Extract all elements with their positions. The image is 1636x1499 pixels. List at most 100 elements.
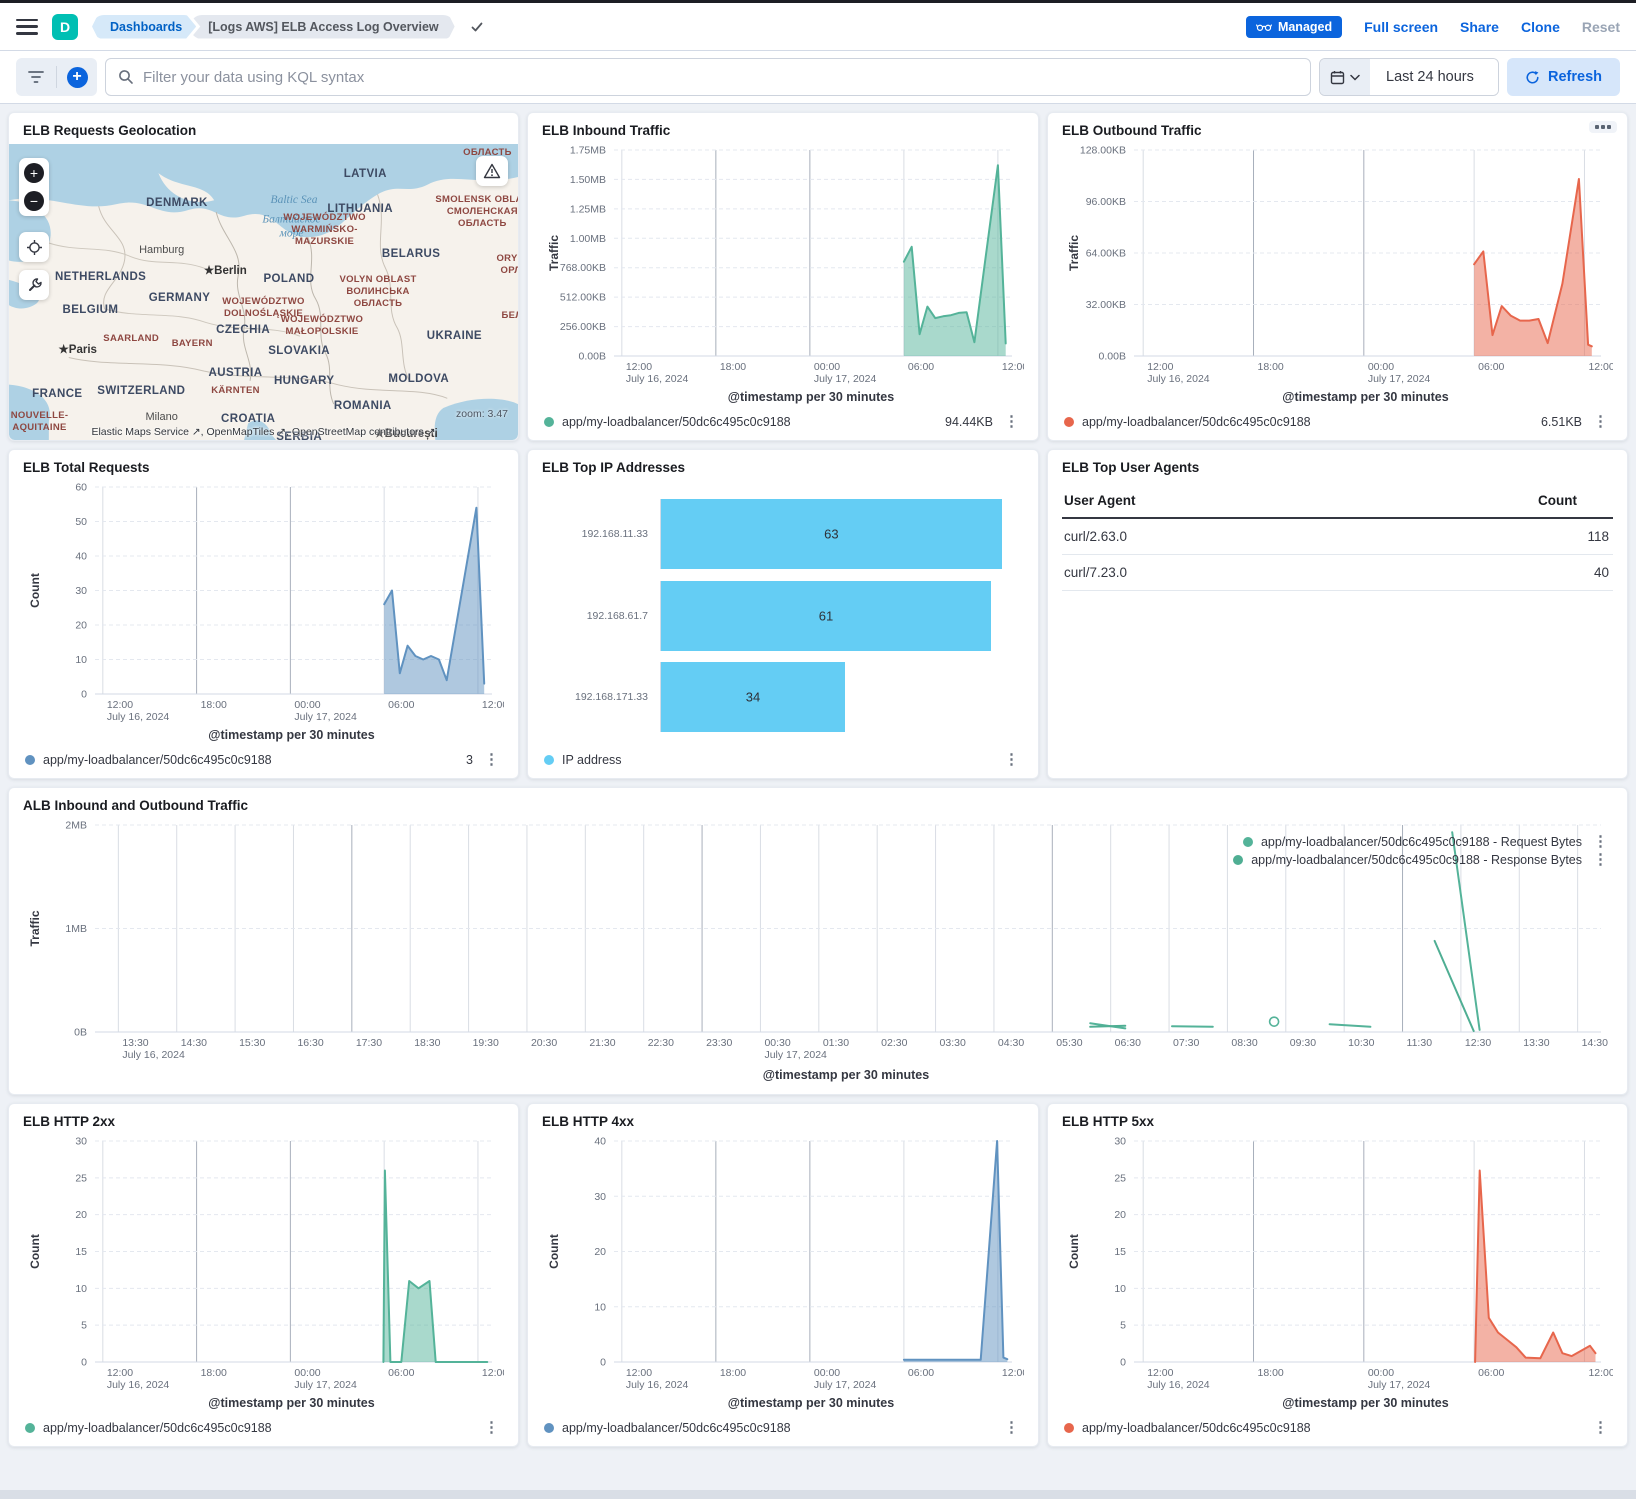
panel-title: ELB Inbound Traffic <box>542 123 671 138</box>
bar[interactable]: 61 <box>661 580 991 651</box>
add-filter-button[interactable]: + <box>57 58 97 96</box>
legend-series-label[interactable]: app/my-loadbalancer/50dc6c495c0c9188 <box>562 414 791 429</box>
legend-series-label[interactable]: IP address <box>562 752 622 767</box>
legend-options-icon[interactable]: ⋮ <box>484 1419 499 1436</box>
breadcrumb-current-page[interactable]: [Logs AWS] ELB Access Log Overview <box>190 15 454 39</box>
panel-title: ELB Total Requests <box>23 460 150 475</box>
clone-button[interactable]: Clone <box>1520 18 1560 35</box>
outbound-plot-area: 12:00 July 16, 2024 18:00 00:00 July 17, 202… <box>1062 142 1615 390</box>
legend-entry: app/my-loadbalancer/50dc6c495c0c9188 - R… <box>1233 852 1611 867</box>
panel-elb-outbound-traffic: ELB Outbound Traffic 12:00 July 16, 2024 18… <box>1047 112 1628 441</box>
svg-text:July 17, 2024: July 17, 2024 <box>1368 373 1431 385</box>
managed-badge[interactable]: Managed <box>1245 15 1343 38</box>
query-toolbar: + Last 24 hours Refresh <box>0 51 1636 104</box>
svg-text:0.00B: 0.00B <box>579 351 606 363</box>
share-button[interactable]: Share <box>1460 18 1499 35</box>
svg-text:22:30: 22:30 <box>648 1037 674 1049</box>
reset-button[interactable]: Reset <box>1581 18 1620 35</box>
legend-options-icon[interactable]: ⋮ <box>1004 1419 1019 1436</box>
svg-text:06:30: 06:30 <box>1115 1037 1141 1049</box>
svg-text:July 17, 2024: July 17, 2024 <box>294 711 357 723</box>
map-attribution[interactable]: Elastic Maps Service ↗, OpenMapTiles ↗, … <box>91 426 436 438</box>
crosshair-icon <box>26 239 42 255</box>
zoom-out-button[interactable]: − <box>24 191 44 211</box>
legend-options-icon[interactable]: ⋮ <box>1593 833 1608 850</box>
map-warning-button[interactable] <box>476 156 508 186</box>
legend-series-label[interactable]: app/my-loadbalancer/50dc6c495c0c9188 - R… <box>1251 852 1582 867</box>
kql-search-input[interactable] <box>143 68 1298 86</box>
http2xx-plot-area: 12:00 July 16, 2024 18:00 00:00 July 17, 202… <box>23 1133 508 1396</box>
svg-text:512.00KB: 512.00KB <box>560 292 606 304</box>
filter-button[interactable] <box>16 58 56 96</box>
svg-text:13:30: 13:30 <box>122 1037 148 1049</box>
legend-series-label[interactable]: app/my-loadbalancer/50dc6c495c0c9188 <box>43 752 272 767</box>
panel-alb-inbound-outbound-traffic: ALB Inbound and Outbound Traffic 13:30 Jul… <box>8 787 1628 1095</box>
svg-text:July 17, 2024: July 17, 2024 <box>814 1379 877 1391</box>
svg-text:1.50MB: 1.50MB <box>570 174 606 186</box>
column-header-user-agent[interactable]: User Agent <box>1062 485 1346 519</box>
legend-series-label[interactable]: app/my-loadbalancer/50dc6c495c0c9188 <box>1082 414 1311 429</box>
svg-text:18:00: 18:00 <box>201 699 227 711</box>
deployment-logo[interactable]: D <box>52 13 78 40</box>
full-screen-button[interactable]: Full screen <box>1364 18 1439 35</box>
saved-check-icon[interactable] <box>469 19 485 35</box>
column-header-count[interactable]: Count <box>1345 485 1613 519</box>
bar[interactable]: 63 <box>661 498 1002 569</box>
legend-options-icon[interactable]: ⋮ <box>484 751 499 768</box>
svg-text:12:00: 12:00 <box>482 699 504 711</box>
legend-options-icon[interactable]: ⋮ <box>1593 1419 1608 1436</box>
panel-title: ELB Top User Agents <box>1062 460 1200 475</box>
svg-text:Traffic: Traffic <box>28 910 42 946</box>
panel-elb-inbound-traffic: ELB Inbound Traffic 12:00 July 16, 2024 18:… <box>527 112 1039 441</box>
legend-current-value: 94.44KB <box>945 414 993 429</box>
zoom-in-button[interactable]: + <box>24 163 44 183</box>
svg-text:20: 20 <box>1114 1209 1126 1221</box>
x-axis-title: @timestamp per 30 minutes <box>208 1396 375 1410</box>
panel-elb-http-5xx: ELB HTTP 5xx 12:00 July 16, 2024 18:00 00:00… <box>1047 1103 1628 1447</box>
legend-series-label[interactable]: app/my-loadbalancer/50dc6c495c0c9188 <box>1082 1420 1311 1435</box>
svg-text:July 17, 2024: July 17, 2024 <box>764 1049 827 1061</box>
svg-text:18:00: 18:00 <box>1258 361 1284 373</box>
svg-text:12:00: 12:00 <box>1588 361 1613 373</box>
legend-options-icon[interactable]: ⋮ <box>1004 413 1019 430</box>
panel-elb-top-user-agents: ELB Top User Agents User Agent Count cur… <box>1047 449 1628 779</box>
svg-text:30: 30 <box>1114 1136 1126 1148</box>
kql-search-bar[interactable] <box>105 58 1311 96</box>
user-agent-cell: curl/7.23.0 <box>1062 554 1346 591</box>
geo-map[interactable]: ОБЛАСТЬ LATVIA Baltic Sea Балтийское море DE… <box>9 144 518 440</box>
refresh-button[interactable]: Refresh <box>1507 58 1620 96</box>
calendar-button[interactable] <box>1320 59 1370 95</box>
legend-series-label[interactable]: app/my-loadbalancer/50dc6c495c0c9188 - R… <box>1260 834 1582 849</box>
legend-options-icon[interactable]: ⋮ <box>1593 413 1608 430</box>
legend-series-dot <box>25 1422 35 1433</box>
svg-text:06:00: 06:00 <box>388 699 414 711</box>
legend-series-label[interactable]: app/my-loadbalancer/50dc6c495c0c9188 <box>43 1420 272 1435</box>
map-tools-button[interactable] <box>19 270 49 300</box>
bar-row: 192.168.11.33 63 <box>542 498 1018 569</box>
svg-text:96.00KB: 96.00KB <box>1086 196 1126 208</box>
time-range-value[interactable]: Last 24 hours <box>1370 59 1498 95</box>
totalreq-plot-area: 12:00 July 16, 2024 18:00 00:00 July 17, 202… <box>23 479 508 728</box>
svg-text:0.00B: 0.00B <box>1099 351 1126 363</box>
x-axis-title: @timestamp per 30 minutes <box>727 390 895 404</box>
svg-text:12:00: 12:00 <box>1147 361 1173 373</box>
map-locate-button[interactable] <box>19 232 49 262</box>
legend-options-icon[interactable]: ⋮ <box>1004 751 1019 768</box>
legend-options-icon[interactable]: ⋮ <box>1593 851 1608 868</box>
bar[interactable]: 34 <box>661 662 845 733</box>
svg-text:20: 20 <box>75 620 87 632</box>
panel-elb-requests-geolocation: ELB Requests Geolocation ОБЛАСТЬ LATVIA Ba <box>8 112 519 441</box>
legend-series-label[interactable]: app/my-loadbalancer/50dc6c495c0c9188 <box>562 1420 791 1435</box>
svg-text:20:30: 20:30 <box>531 1037 557 1049</box>
menu-icon[interactable] <box>16 18 38 35</box>
breadcrumb-dashboards[interactable]: Dashboards <box>92 15 196 39</box>
panel-options-icon[interactable] <box>1589 121 1617 133</box>
bar-track: 34 <box>660 662 1018 733</box>
